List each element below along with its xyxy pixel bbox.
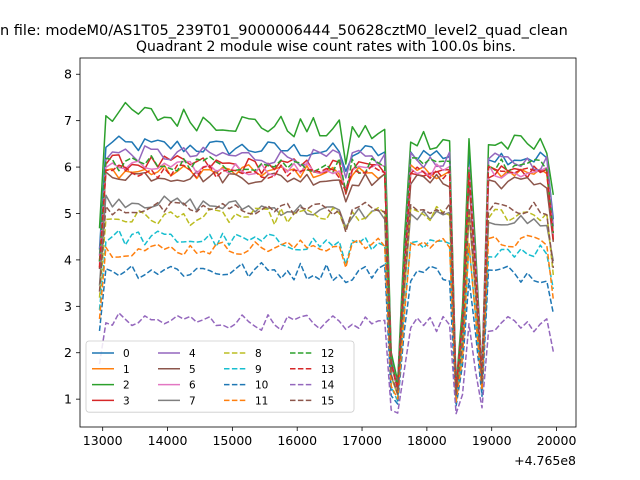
chart-title: Quadrant 2 module wise count rates with … [136,39,516,55]
legend-label-8: 8 [255,348,262,360]
legend-label-6: 6 [189,380,196,392]
y-tick-label: 3 [64,299,72,314]
x-offset-label: +4.765e8 [514,453,576,468]
series-line-15 [98,201,555,396]
y-tick-label: 1 [64,392,72,407]
series-line-11 [98,234,555,403]
x-tick-label: 20000 [537,433,577,448]
legend-label-5: 5 [189,364,196,376]
legend-label-4: 4 [189,348,196,360]
figure-suptitle: n file: modeM0/AS1T05_239T01_9000006444_… [0,23,568,39]
legend-label-14: 14 [321,380,335,392]
y-tick-label: 5 [64,206,72,221]
x-tick-label: 15000 [212,433,252,448]
legend-label-15: 15 [321,395,334,407]
x-tick-label: 14000 [148,433,188,448]
series-line-10 [98,261,555,407]
legend-label-10: 10 [255,380,268,392]
legend-label-12: 12 [321,348,334,360]
legend-label-9: 9 [255,364,262,376]
x-tick-label: 18000 [407,433,447,448]
axes-layer: 13000 14000 15000 16000 17000 18000 19000 20000… [64,57,577,448]
y-tick-label: 8 [64,67,72,82]
legend-label-2: 2 [123,380,130,392]
x-tick-label: 19000 [472,433,512,448]
legend-label-13: 13 [321,364,334,376]
legend-label-11: 11 [255,395,268,407]
x-tick-label: 17000 [342,433,382,448]
legend-label-1: 1 [123,364,130,376]
legend-label-7: 7 [189,395,196,407]
legend-box [85,340,355,413]
legend-label-3: 3 [123,395,130,407]
y-tick-label: 4 [64,252,72,267]
series-line-9 [98,229,555,403]
series-line-14 [98,312,555,415]
y-tick-label: 7 [64,113,72,128]
series-layer [98,101,555,415]
legend-label-0: 0 [123,348,130,360]
y-tick-label: 6 [64,160,72,175]
y-tick-label: 2 [64,345,72,360]
series-line-13 [98,164,555,391]
x-tick-label: 13000 [83,433,123,448]
plot-frame [79,57,577,428]
x-tick-label: 16000 [277,433,317,448]
